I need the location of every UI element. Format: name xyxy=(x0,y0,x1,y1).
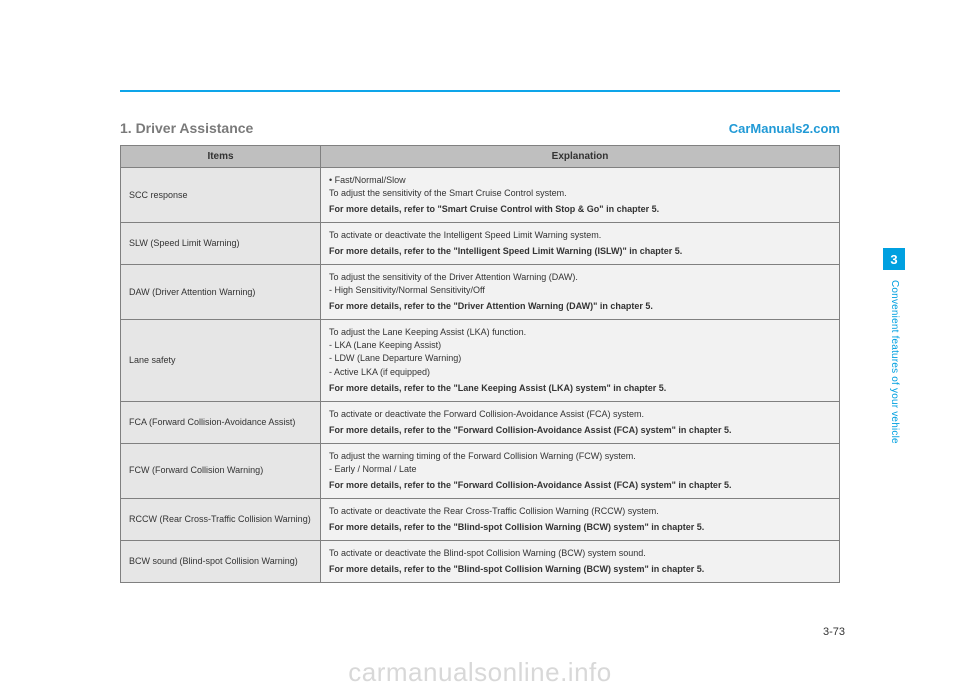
header-row: 1. Driver Assistance CarManuals2.com xyxy=(120,120,840,136)
explanation-bold-line: For more details, refer to the "Blind-sp… xyxy=(329,563,831,576)
watermark-top: CarManuals2.com xyxy=(729,121,840,136)
col-header-items: Items xyxy=(121,146,321,168)
table-row: FCW (Forward Collision Warning) To adjust… xyxy=(121,443,840,498)
explanation-line: To activate or deactivate the Blind-spot… xyxy=(329,547,831,560)
explanation-bold-line: For more details, refer to the "Blind-sp… xyxy=(329,521,831,534)
cell-item: FCW (Forward Collision Warning) xyxy=(121,443,321,498)
col-header-explanation: Explanation xyxy=(321,146,840,168)
explanation-line: To activate or deactivate the Rear Cross… xyxy=(329,505,831,518)
section-title: 1. Driver Assistance xyxy=(120,120,253,136)
cell-explanation: To activate or deactivate the Blind-spot… xyxy=(321,540,840,582)
cell-explanation: • Fast/Normal/SlowTo adjust the sensitiv… xyxy=(321,168,840,223)
cell-item: DAW (Driver Attention Warning) xyxy=(121,265,321,320)
cell-item: FCA (Forward Collision-Avoidance Assist) xyxy=(121,401,321,443)
explanation-bold-line: For more details, refer to the "Forward … xyxy=(329,479,831,492)
explanation-line: To adjust the warning timing of the Forw… xyxy=(329,450,831,463)
cell-item: BCW sound (Blind-spot Collision Warning) xyxy=(121,540,321,582)
manual-page: 1. Driver Assistance CarManuals2.com Ite… xyxy=(0,0,960,700)
table-row: SCC response• Fast/Normal/SlowTo adjust … xyxy=(121,168,840,223)
cell-item: RCCW (Rear Cross-Traffic Collision Warni… xyxy=(121,498,321,540)
explanation-line: - Early / Normal / Late xyxy=(329,463,831,476)
explanation-bold-line: For more details, refer to the "Forward … xyxy=(329,424,831,437)
explanation-bold-line: For more details, refer to the "Lane Kee… xyxy=(329,382,831,395)
explanation-line: - LKA (Lane Keeping Assist) xyxy=(329,339,831,352)
chapter-tab: 3 xyxy=(883,248,905,270)
bottom-watermark: carmanualsonline.info xyxy=(0,657,960,688)
explanation-line: To activate or deactivate the Intelligen… xyxy=(329,229,831,242)
explanation-line: - Active LKA (if equipped) xyxy=(329,366,831,379)
cell-explanation: To adjust the Lane Keeping Assist (LKA) … xyxy=(321,320,840,401)
table-row: Lane safety To adjust the Lane Keeping As… xyxy=(121,320,840,401)
table-row: BCW sound (Blind-spot Collision Warning)… xyxy=(121,540,840,582)
driver-assistance-table: Items Explanation SCC response• Fast/Nor… xyxy=(120,145,840,583)
explanation-line: - High Sensitivity/Normal Sensitivity/Of… xyxy=(329,284,831,297)
table-row: SLW (Speed Limit Warning) To activate or … xyxy=(121,223,840,265)
explanation-bold-line: For more details, refer to the "Driver A… xyxy=(329,300,831,313)
cell-item: Lane safety xyxy=(121,320,321,401)
table-header-row: Items Explanation xyxy=(121,146,840,168)
explanation-line: To adjust the Lane Keeping Assist (LKA) … xyxy=(329,326,831,339)
explanation-line: To adjust the sensitivity of the Driver … xyxy=(329,271,831,284)
top-rule xyxy=(120,90,840,92)
explanation-line: To adjust the sensitivity of the Smart C… xyxy=(329,187,831,200)
table-body: SCC response• Fast/Normal/SlowTo adjust … xyxy=(121,168,840,583)
cell-explanation: To activate or deactivate the Forward Co… xyxy=(321,401,840,443)
cell-explanation: To adjust the warning timing of the Forw… xyxy=(321,443,840,498)
table-row: RCCW (Rear Cross-Traffic Collision Warni… xyxy=(121,498,840,540)
explanation-bold-line: For more details, refer to "Smart Cruise… xyxy=(329,203,831,216)
explanation-line: - LDW (Lane Departure Warning) xyxy=(329,352,831,365)
cell-item: SCC response xyxy=(121,168,321,223)
cell-explanation: To activate or deactivate the Rear Cross… xyxy=(321,498,840,540)
chapter-side-label: Convenient features of your vehicle xyxy=(889,280,900,444)
table-row: FCA (Forward Collision-Avoidance Assist)… xyxy=(121,401,840,443)
table-row: DAW (Driver Attention Warning) To adjust … xyxy=(121,265,840,320)
explanation-line: To activate or deactivate the Forward Co… xyxy=(329,408,831,421)
explanation-line: • Fast/Normal/Slow xyxy=(329,174,831,187)
cell-explanation: To activate or deactivate the Intelligen… xyxy=(321,223,840,265)
cell-explanation: To adjust the sensitivity of the Driver … xyxy=(321,265,840,320)
page-number: 3-73 xyxy=(823,626,845,638)
explanation-bold-line: For more details, refer to the "Intellig… xyxy=(329,245,831,258)
cell-item: SLW (Speed Limit Warning) xyxy=(121,223,321,265)
